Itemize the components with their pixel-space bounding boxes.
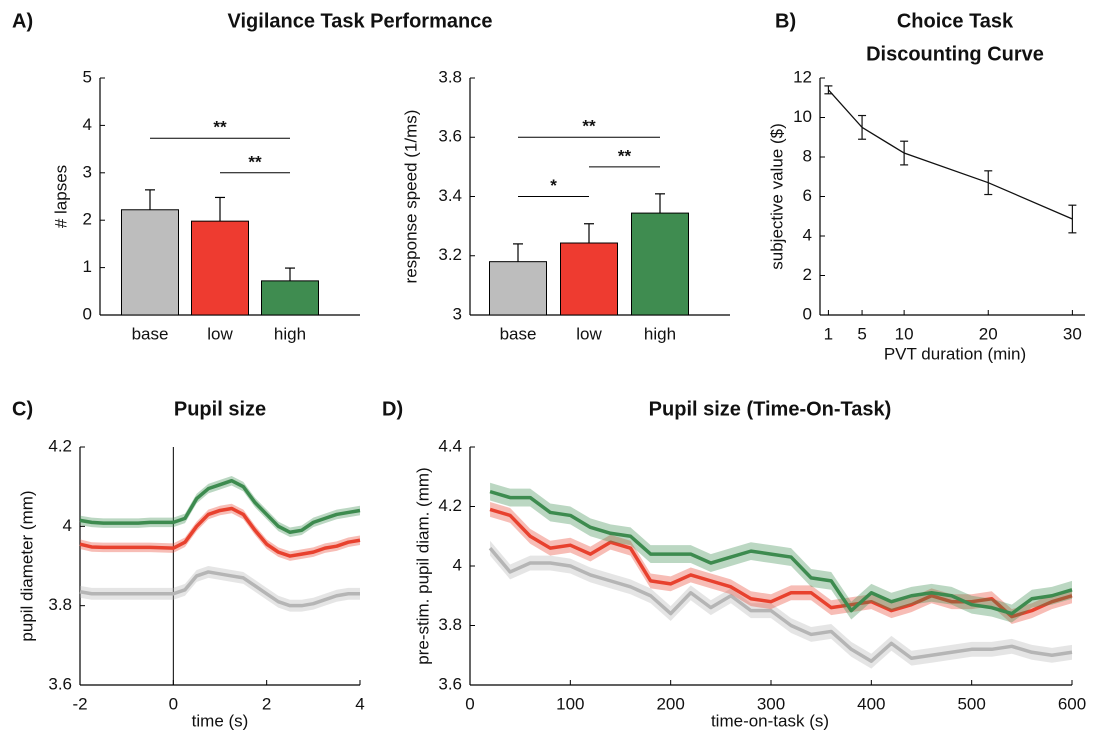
chart-title: Vigilance Task Performance [228, 10, 493, 32]
y-tick-label: 0 [83, 304, 92, 323]
chart-title: Choice Task [897, 10, 1014, 32]
y-tick-label: 10 [793, 107, 812, 126]
panel-label: B) [775, 10, 796, 32]
line [489, 489, 1073, 616]
line [827, 89, 1073, 220]
x-tick-label: base [132, 324, 169, 343]
x-tick-label: low [207, 324, 233, 343]
chart-title: Pupil size (Time-On-Task) [649, 398, 892, 420]
line [79, 506, 361, 558]
y-tick-label: 3.8 [438, 67, 462, 86]
y-tick-label: 4.2 [438, 496, 462, 515]
significance-label: ** [618, 146, 632, 165]
x-tick-label: -2 [72, 694, 87, 713]
panel-label: D) [382, 398, 403, 420]
y-tick-label: 1 [83, 257, 92, 276]
line [489, 507, 1073, 619]
line [79, 570, 360, 608]
x-tick-label: 10 [895, 324, 914, 343]
line [79, 478, 361, 535]
y-tick-label: 4 [83, 115, 92, 134]
x-tick-label: 300 [757, 694, 785, 713]
y-tick-label: 3.6 [438, 127, 462, 146]
x-tick-label: low [576, 324, 602, 343]
bar [261, 280, 319, 316]
x-tick-label: 1 [824, 324, 833, 343]
x-tick-label: high [274, 324, 306, 343]
x-axis-label: time-on-task (s) [711, 711, 829, 730]
y-tick-label: 3.4 [438, 186, 462, 205]
x-tick-label: 200 [656, 694, 684, 713]
y-tick-label: 4 [453, 555, 462, 574]
y-tick-label: 4 [803, 225, 812, 244]
x-tick-label: 0 [169, 694, 178, 713]
y-tick-label: 5 [83, 67, 92, 86]
x-axis-label: PVT duration (min) [884, 344, 1026, 363]
panel-label: C) [12, 398, 33, 420]
y-tick-label: 3.6 [438, 674, 462, 693]
y-tick-label: 4.4 [438, 436, 462, 455]
y-tick-label: 12 [793, 67, 812, 86]
bar [631, 212, 689, 316]
x-tick-label: base [500, 324, 537, 343]
y-tick-label: 2 [803, 265, 812, 284]
bar [191, 220, 249, 316]
y-tick-label: 8 [803, 146, 812, 165]
y-tick-label: 4 [63, 516, 72, 535]
x-tick-label: high [644, 324, 676, 343]
y-axis-label: subjective value ($) [767, 123, 786, 269]
y-tick-label: 3.6 [48, 674, 72, 693]
significance-label: * [550, 176, 557, 195]
panel-label: A) [12, 10, 33, 32]
y-tick-label: 3 [83, 162, 92, 181]
chart-title: Pupil size [174, 398, 266, 420]
y-tick-label: 3.8 [438, 615, 462, 634]
significance-label: ** [248, 152, 262, 171]
y-axis-label: response speed (1/ms) [401, 110, 420, 284]
error-band [490, 482, 1073, 623]
x-tick-label: 30 [1063, 324, 1082, 343]
y-axis-label: # lapses [51, 165, 70, 228]
bar [560, 242, 618, 316]
y-axis-label: pupil diameter (mm) [17, 490, 36, 641]
y-tick-label: 3.2 [438, 245, 462, 264]
x-tick-label: 0 [465, 694, 474, 713]
line [488, 547, 1073, 663]
significance-label: ** [582, 117, 596, 136]
y-tick-label: 3.8 [48, 595, 72, 614]
x-tick-label: 5 [857, 324, 866, 343]
chart-title: Discounting Curve [866, 43, 1044, 65]
y-tick-label: 3 [453, 304, 462, 323]
x-tick-label: 20 [979, 324, 998, 343]
x-tick-label: 2 [262, 694, 271, 713]
x-tick-label: 400 [857, 694, 885, 713]
x-tick-label: 100 [556, 694, 584, 713]
bar [121, 209, 179, 316]
x-axis-label: time (s) [192, 711, 249, 730]
y-tick-label: 0 [803, 304, 812, 323]
y-tick-label: 2 [83, 210, 92, 229]
bar [489, 261, 547, 316]
error-band [80, 566, 360, 612]
x-tick-label: 500 [957, 694, 985, 713]
y-tick-label: 6 [803, 186, 812, 205]
significance-label: ** [213, 118, 227, 137]
x-tick-label: 600 [1058, 694, 1086, 713]
y-tick-label: 4.2 [48, 436, 72, 455]
x-tick-label: 4 [355, 694, 364, 713]
y-axis-label: pre-stim. pupil diam. (mm) [413, 467, 432, 664]
